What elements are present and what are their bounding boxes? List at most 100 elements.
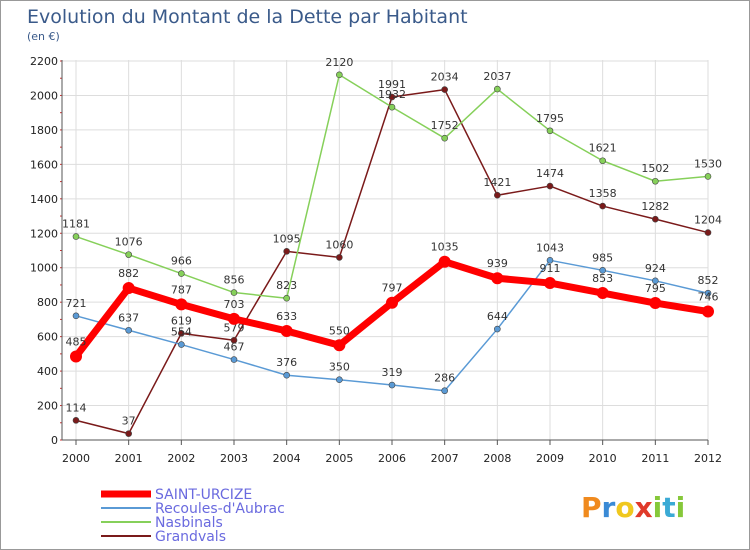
series-recoules-d-aubrac: 721 637 554 467 376 350 319 286 644 1043 985 924 852 — [66, 241, 719, 395]
data-point — [230, 336, 238, 344]
chart-subtitle: (en €) — [27, 30, 60, 43]
data-label: 1095 — [273, 232, 301, 245]
x-tick-label: 2012 — [694, 452, 722, 465]
data-label: 1474 — [536, 167, 564, 180]
data-point — [441, 86, 448, 93]
data-point — [596, 287, 609, 300]
logo-letter: P — [581, 491, 602, 524]
logo-letter: t — [662, 491, 675, 524]
legend-entry: Nasbinals — [101, 515, 223, 531]
data-label: 852 — [698, 274, 719, 287]
data-point — [441, 134, 448, 142]
data-point — [599, 202, 606, 210]
data-point — [599, 267, 606, 274]
data-label: 2034 — [431, 71, 459, 84]
data-label: 795 — [645, 282, 666, 295]
data-point — [494, 85, 501, 93]
y-tick-label: 1600 — [30, 158, 58, 171]
data-point — [702, 305, 714, 318]
data-label: 746 — [698, 290, 719, 303]
series-grandvals: 114 37 619 579 1095 1060 1991 2034 1421 1474 1358 1… — [66, 71, 722, 437]
data-point — [178, 270, 185, 277]
data-label: 924 — [645, 262, 666, 275]
y-tick-label: 1000 — [30, 262, 58, 275]
data-point — [283, 294, 290, 302]
y-tick-label: 600 — [37, 331, 58, 344]
y-tick-label: 0 — [51, 434, 58, 447]
data-label: 619 — [171, 314, 192, 327]
logo-letter: i — [653, 491, 663, 524]
data-label: 1621 — [589, 142, 617, 155]
data-point — [175, 298, 188, 311]
x-tick-label: 2008 — [483, 452, 511, 465]
data-point — [336, 254, 343, 261]
legend-entry: SAINT-URCIZE — [101, 487, 252, 503]
chart-title: Evolution du Montant de la Dette par Hab… — [27, 6, 468, 28]
y-tick-label: 2200 — [30, 55, 58, 68]
data-point — [72, 312, 80, 320]
x-tick-label: 2010 — [589, 452, 617, 465]
data-point — [178, 341, 185, 348]
data-point — [230, 289, 238, 296]
y-tick-label: 400 — [37, 365, 58, 378]
data-label: 703 — [224, 298, 245, 311]
data-label: 2120 — [325, 56, 353, 69]
data-point — [599, 157, 606, 165]
legend: SAINT-URCIZERecoules-d'AubracNasbinalsGr… — [101, 487, 285, 545]
legend-label: Grandvals — [155, 529, 226, 545]
data-label: 1421 — [483, 176, 511, 189]
data-point — [336, 376, 343, 384]
data-point — [441, 387, 448, 395]
data-label: 286 — [434, 372, 455, 385]
data-point — [652, 177, 659, 185]
data-point — [546, 257, 554, 264]
logo-letter: o — [615, 491, 634, 524]
y-tick-label: 2000 — [30, 89, 58, 102]
data-label: 911 — [540, 262, 561, 275]
data-label: 1752 — [431, 119, 459, 132]
data-label: 823 — [276, 279, 297, 292]
data-point — [283, 371, 290, 379]
legend-label: SAINT-URCIZE — [155, 487, 252, 503]
y-tick-label: 1200 — [30, 227, 58, 240]
logo-letter: r — [602, 491, 616, 524]
legend-label: Nasbinals — [155, 515, 223, 531]
data-point — [546, 127, 554, 135]
data-label: 550 — [329, 324, 350, 337]
logo-text: Proxiti — [581, 491, 685, 524]
data-point — [652, 277, 659, 285]
data-label: 2037 — [483, 70, 511, 83]
data-point — [280, 324, 293, 337]
grid-layer — [62, 60, 709, 440]
data-point — [72, 233, 80, 240]
data-label: 637 — [118, 311, 139, 324]
data-label: 856 — [224, 274, 245, 287]
data-label: 966 — [171, 255, 192, 268]
data-point — [125, 430, 132, 437]
x-tick-label: 2004 — [273, 452, 301, 465]
x-tick-label: 2011 — [641, 452, 669, 465]
data-label: 985 — [592, 251, 613, 264]
data-point — [491, 272, 504, 285]
legend-entry: Grandvals — [101, 529, 226, 545]
data-point — [494, 325, 501, 333]
x-tick-label: 2006 — [378, 452, 406, 465]
data-label: 319 — [382, 366, 403, 379]
data-label: 554 — [171, 326, 192, 339]
data-label: 1282 — [641, 200, 669, 213]
data-label: 1991 — [378, 78, 406, 91]
data-point — [704, 173, 712, 180]
data-label: 721 — [66, 297, 87, 310]
data-label: 1502 — [641, 162, 669, 175]
legend-label: Recoules-d'Aubrac — [155, 501, 285, 517]
data-label: 644 — [487, 310, 508, 323]
data-label: 797 — [382, 282, 403, 295]
data-point — [70, 350, 82, 363]
data-label: 37 — [122, 415, 136, 428]
x-tick-label: 2000 — [62, 452, 90, 465]
data-point — [438, 255, 451, 268]
y-tick-label: 1800 — [30, 124, 58, 137]
data-point — [704, 289, 712, 297]
x-tick-label: 2009 — [536, 452, 564, 465]
data-point — [122, 282, 135, 295]
